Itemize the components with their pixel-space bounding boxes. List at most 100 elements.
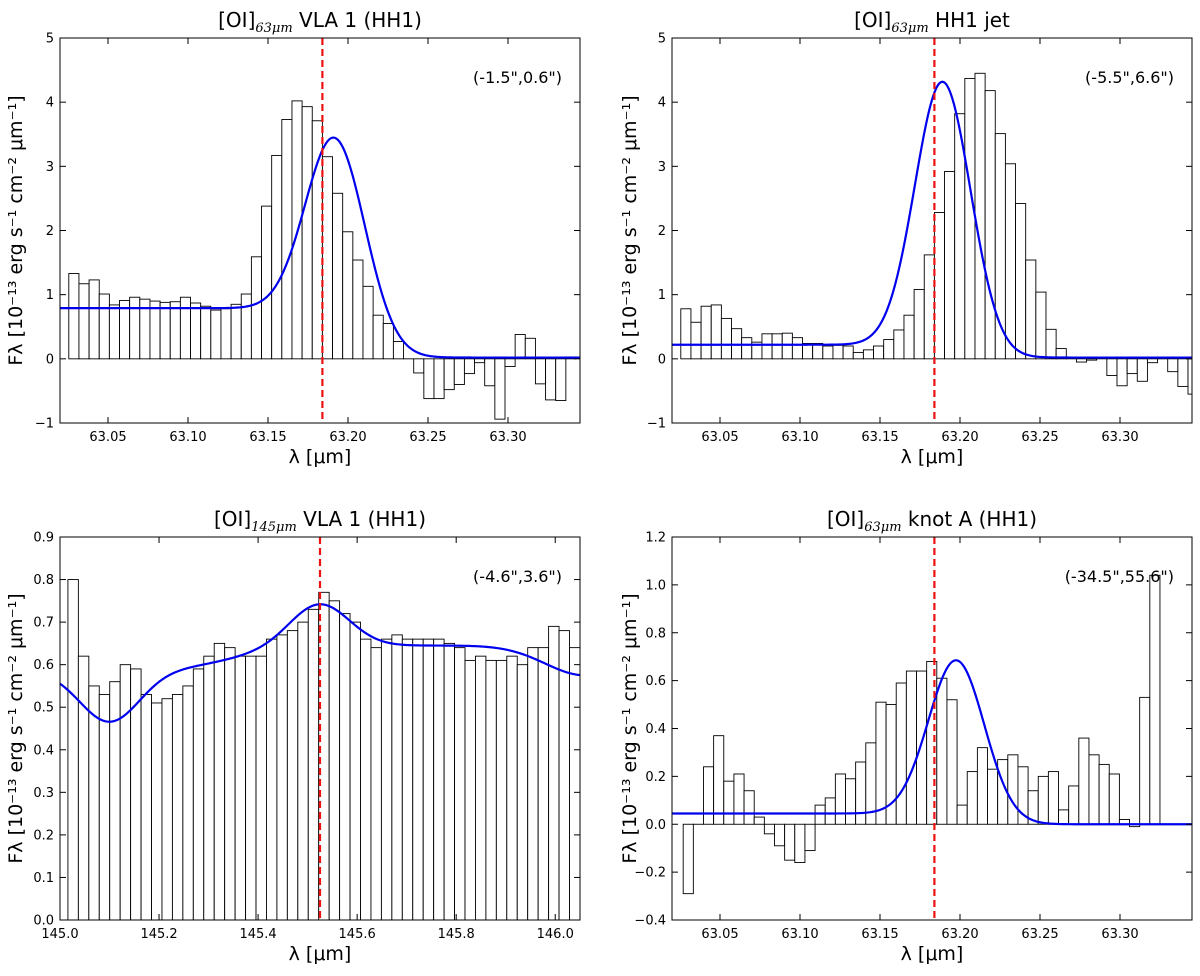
histogram-bar <box>485 359 495 386</box>
histogram-bar <box>392 635 402 920</box>
y-tick-label: 1.0 <box>645 578 666 593</box>
histogram-bar <box>1026 260 1036 359</box>
histogram-bar <box>601 618 611 920</box>
histogram-bar <box>1038 776 1048 824</box>
histogram-bar <box>353 260 363 359</box>
histogram-bar <box>701 306 711 359</box>
chart-title: [OI]63μm VLA 1 (HH1) <box>218 8 422 36</box>
histogram-bar <box>131 669 141 920</box>
histogram-bar <box>556 359 566 401</box>
x-tick-label: 145.8 <box>438 927 475 942</box>
histogram-bar <box>965 78 975 358</box>
title-rest: VLA 1 (HH1) <box>293 8 422 32</box>
histogram-bar <box>835 774 845 824</box>
histogram-bar <box>515 334 525 358</box>
histogram-bar <box>201 306 211 359</box>
histogram-bar <box>977 748 987 825</box>
histogram-bar <box>775 824 785 846</box>
histogram-bar <box>1107 359 1117 376</box>
position-annotation: (-5.5",6.6") <box>1085 68 1174 87</box>
x-tick-label: 63.10 <box>781 927 818 942</box>
title-subscript: 63μm <box>864 520 901 535</box>
histogram-bar <box>235 656 245 920</box>
histogram-bar <box>329 601 339 920</box>
x-tick-label: 63.25 <box>1021 430 1058 445</box>
histogram-bar <box>89 686 99 920</box>
y-tick-label: 0.6 <box>33 658 54 673</box>
histogram-bar <box>762 334 772 359</box>
histogram-bar <box>231 304 241 359</box>
histogram-bar <box>78 656 88 920</box>
y-tick-label: 4 <box>658 96 666 111</box>
histogram-bar <box>495 359 505 419</box>
histogram-bar <box>683 824 693 893</box>
histogram-bar <box>517 665 527 920</box>
x-tick-label: 63.30 <box>1101 927 1138 942</box>
histogram-bar <box>742 338 752 359</box>
y-tick-label: 0.0 <box>33 914 54 929</box>
x-tick-label: 63.15 <box>249 430 286 445</box>
histogram-bar <box>170 302 180 359</box>
histogram-bar <box>414 359 424 373</box>
y-tick-label: 0.9 <box>33 531 54 546</box>
histogram-bar <box>724 781 734 824</box>
histogram-bar <box>754 817 764 824</box>
histogram-bar <box>225 648 235 920</box>
y-tick-label: 0.2 <box>33 828 54 843</box>
histogram-bar <box>904 315 914 359</box>
x-tick-label: 146.0 <box>537 927 574 942</box>
histogram-bar <box>110 682 120 920</box>
title-rest: knot A (HH1) <box>902 507 1038 531</box>
histogram-bar <box>691 322 701 359</box>
histogram-bar <box>906 671 916 824</box>
histogram-bar <box>894 330 904 359</box>
histogram-bar <box>1076 359 1086 362</box>
histogram-bar <box>1150 575 1160 824</box>
y-tick-label: 0.0 <box>645 818 666 833</box>
histogram-bar <box>525 338 535 359</box>
histogram-bar <box>714 736 724 825</box>
y-tick-label: −1 <box>647 417 666 432</box>
x-tick-label: 63.15 <box>861 430 898 445</box>
chart-title: [OI]145μm VLA 1 (HH1) <box>214 507 426 535</box>
histogram-bar <box>863 350 873 359</box>
histogram-bar <box>79 284 89 359</box>
x-tick-label: 63.05 <box>89 430 126 445</box>
histogram-bar <box>856 762 866 824</box>
histogram-bar <box>1005 164 1015 359</box>
histogram-bar <box>381 639 391 920</box>
y-tick-label: 0 <box>658 352 666 367</box>
histogram-bar <box>371 648 381 920</box>
histogram-bar <box>141 694 151 920</box>
histogram-bar <box>1188 359 1198 394</box>
histogram-bar <box>853 352 863 358</box>
histogram-bar <box>874 346 884 359</box>
histogram-bar <box>191 303 201 359</box>
histogram-bar <box>434 639 444 920</box>
histogram-bar <box>985 91 995 359</box>
y-tick-label: 4 <box>46 96 54 111</box>
histogram-bar <box>1079 738 1089 824</box>
x-tick-label: 63.20 <box>941 927 978 942</box>
histogram-bar <box>486 660 496 920</box>
histogram-bar <box>402 639 412 920</box>
histogram-bar <box>340 614 350 920</box>
histogram-bar <box>957 805 967 824</box>
y-tick-label: −0.2 <box>634 866 666 881</box>
histogram-bar <box>528 648 538 920</box>
y-axis-label: Fλ [10⁻¹³ erg s⁻¹ cm⁻² μm⁻¹] <box>5 95 27 365</box>
x-tick-label: 63.25 <box>409 430 446 445</box>
title-subscript: 63μm <box>891 21 928 36</box>
title-species: [OI] <box>214 507 251 531</box>
histogram-bar <box>1089 755 1099 824</box>
y-tick-label: 0.3 <box>33 786 54 801</box>
x-axis-label: λ [μm] <box>901 446 964 468</box>
x-tick-label: 145.6 <box>339 927 376 942</box>
histogram-bar <box>150 301 160 359</box>
histogram-bar <box>455 648 465 920</box>
histogram-bar <box>350 622 360 920</box>
y-axis-label: Fλ [10⁻¹³ erg s⁻¹ cm⁻² μm⁻¹] <box>619 593 641 863</box>
histogram-bar <box>876 702 886 824</box>
